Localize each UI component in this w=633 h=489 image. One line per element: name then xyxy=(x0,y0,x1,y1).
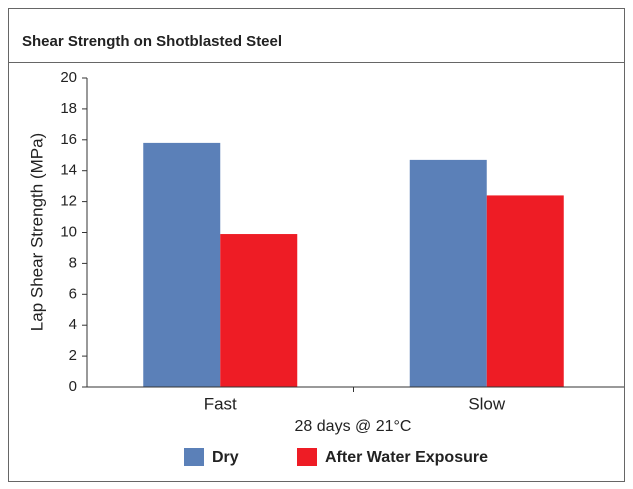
y-tick-label: 10 xyxy=(60,223,77,240)
y-tick-label: 20 xyxy=(60,69,77,86)
y-tick-label: 18 xyxy=(60,100,77,117)
y-tick-label: 4 xyxy=(69,316,77,333)
legend-swatch xyxy=(184,448,204,466)
chart-title: Shear Strength on Shotblasted Steel xyxy=(22,33,282,50)
y-tick-label: 0 xyxy=(69,378,77,395)
x-axis-label: 28 days @ 21°C xyxy=(295,418,412,435)
bar xyxy=(486,195,564,387)
legend-label: Dry xyxy=(212,449,239,466)
y-tick-label: 8 xyxy=(69,254,77,271)
bar xyxy=(143,142,221,387)
y-tick-label: 12 xyxy=(60,193,77,210)
y-tick-label: 6 xyxy=(69,285,77,302)
legend-swatch xyxy=(297,448,317,466)
y-tick-label: 16 xyxy=(60,131,77,148)
y-tick-label: 14 xyxy=(60,162,77,179)
y-tick-label: 2 xyxy=(69,347,77,364)
bar xyxy=(409,159,487,387)
frame xyxy=(8,8,625,482)
legend-label: After Water Exposure xyxy=(325,449,488,466)
x-tick-label: Slow xyxy=(468,394,506,413)
bar xyxy=(220,234,298,387)
x-tick-label: Fast xyxy=(204,394,237,413)
y-axis-label: Lap Shear Strength (MPa) xyxy=(27,133,46,331)
